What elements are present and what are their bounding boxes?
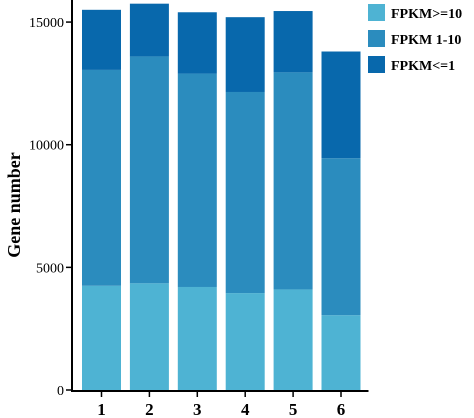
legend-label-3: FPKM<=1 xyxy=(391,59,455,74)
bar-6-series-1 xyxy=(321,315,361,390)
bar-4-series-1 xyxy=(225,293,265,390)
bar-6-series-3 xyxy=(321,51,361,159)
legend-label-1: FPKM>=10 xyxy=(391,7,462,22)
bar-5-series-3 xyxy=(273,11,313,73)
bar-6-series-2 xyxy=(321,158,361,316)
x-tick-label-5: 5 xyxy=(289,400,298,418)
x-tick-label-3: 3 xyxy=(193,400,202,418)
bar-1-series-2 xyxy=(82,69,121,286)
y-tick-label-15000: 15000 xyxy=(29,16,64,31)
legend-swatch-1 xyxy=(368,4,385,21)
bar-5-series-2 xyxy=(273,72,313,290)
bar-2-series-1 xyxy=(129,283,169,390)
bar-3-series-1 xyxy=(177,286,217,390)
legend-label-2: FPKM 1-10 xyxy=(391,33,461,48)
plot-area: 0 5000 10000 15000 1 2 3 4 5 6 FPKM>=10 FPKM 1-10 FP… xyxy=(29,0,462,418)
x-tick-label-6: 6 xyxy=(337,400,346,418)
x-tick-label-1: 1 xyxy=(97,400,106,418)
y-axis-title: Gene number xyxy=(4,152,24,258)
legend-swatch-3 xyxy=(368,56,385,73)
x-tick-label-4: 4 xyxy=(241,400,250,418)
y-tick-label-10000: 10000 xyxy=(29,139,64,154)
y-tick-label-0: 0 xyxy=(57,384,64,399)
bar-5-series-1 xyxy=(273,289,313,390)
bar-4-series-2 xyxy=(225,91,265,294)
x-tick-label-2: 2 xyxy=(145,400,154,418)
bar-2-series-3 xyxy=(129,3,169,57)
y-tick-label-5000: 5000 xyxy=(36,261,64,276)
bar-1-series-1 xyxy=(82,285,121,390)
bar-1-series-3 xyxy=(82,9,121,70)
bar-3-series-2 xyxy=(177,73,217,287)
bar-2-series-2 xyxy=(129,56,169,284)
bar-4-series-3 xyxy=(225,17,265,92)
legend-swatch-2 xyxy=(368,30,385,47)
bar-3-series-3 xyxy=(177,12,217,74)
